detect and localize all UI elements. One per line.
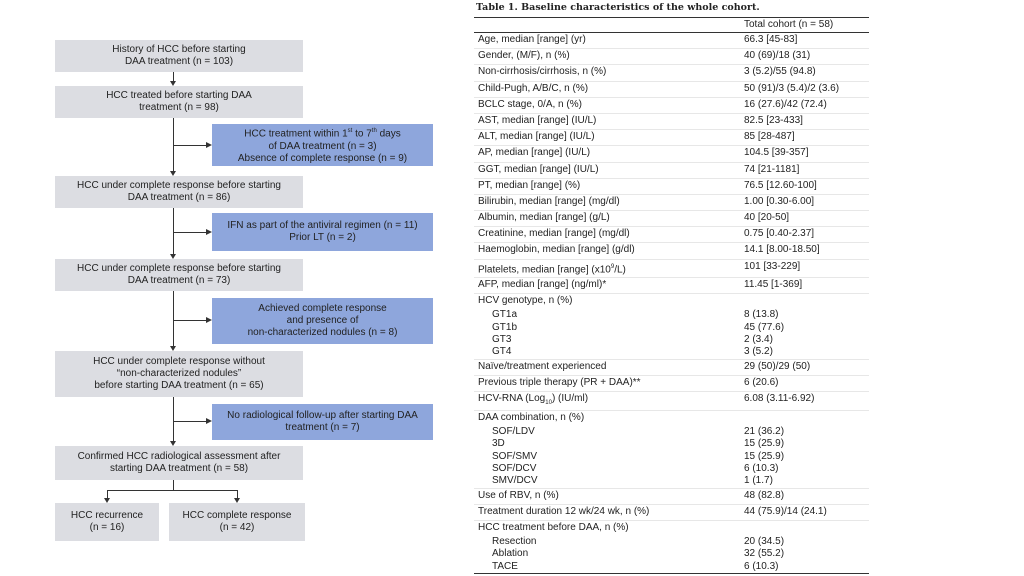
- table-row: HCV-RNA (Log10) (IU/ml) 6.08 (3.11-6.92): [474, 390, 869, 411]
- table-subrow: SOF/SMV 15 (25.9): [492, 450, 785, 462]
- arrowhead-2: [170, 171, 176, 176]
- flow-exclusion-box-1: HCC treatment within 1st to 7th days of …: [212, 124, 433, 166]
- connector-6: [173, 480, 174, 490]
- table-subrow: 3D 15 (25.9): [492, 438, 785, 450]
- table-subrow: GT1b 45 (77.6): [492, 321, 785, 333]
- table-row: Non-cirrhosis/cirrhosis, n (%) 3 (5.2)/55…: [474, 64, 869, 82]
- table-row: Gender, (M/F), n (%) 40 (69)/18 (31): [474, 48, 869, 65]
- table-row: ALT, median [range] (IU/L) 85 [28-487]: [474, 129, 869, 146]
- connector-6-split: [107, 490, 238, 491]
- connector-1: [173, 72, 174, 81]
- table-group-row-genotype: HCV genotype, n (%): [474, 293, 869, 310]
- table-subrow: SOF/LDV 21 (36.2): [492, 426, 785, 438]
- arrowhead-5-branch: [206, 418, 212, 424]
- table-body: Age, median [range] (yr) 66.3 [45-83] Gen…: [474, 31, 869, 575]
- arrowhead-3-branch: [206, 229, 212, 235]
- table-row: Albumin, median [range] (g/L) 40 [20-50]: [474, 210, 869, 227]
- table-caption: Table 1. Baseline characteristics of the…: [476, 2, 760, 13]
- characteristics-table: Total cohort (n = 58) Age, median [range…: [474, 17, 869, 575]
- connector-4: [173, 291, 174, 346]
- flow-box-complete-response-86: HCC under complete response before start…: [55, 176, 303, 208]
- table-row: Child-Pugh, A/B/C, n (%) 50 (91)/3 (5.4)/…: [474, 80, 869, 98]
- arrowhead-2-branch: [206, 142, 212, 148]
- flow-box-confirmed-assessment: Confirmed HCC radiological assessment af…: [55, 446, 303, 480]
- table-row: Haemoglobin, median [range] (g/dl) 14.1 […: [474, 242, 869, 260]
- flow-exclusion-box-2: IFN as part of the antiviral regimen (n …: [212, 213, 433, 251]
- table-row: GGT, median [range] (IU/L) 74 [21-1181]: [474, 161, 869, 179]
- connector-6-right: [237, 490, 238, 498]
- flow-box-complete-response-73: HCC under complete response before start…: [55, 259, 303, 291]
- table-subrow: GT1a 8 (13.8): [492, 309, 779, 321]
- flow-box-hcc-complete-response: HCC complete response (n = 42): [169, 503, 305, 541]
- table-row: AST, median [range] (IU/L) 82.5 [23-433]: [474, 112, 869, 130]
- table-row: PT, median [range] (%) 76.5 [12.60-100]: [474, 177, 869, 195]
- baseline-table: Table 1. Baseline characteristics of the…: [474, 0, 874, 575]
- arrowhead-6-right: [234, 498, 240, 503]
- table-subrow: Resection 20 (34.5): [492, 536, 785, 548]
- flow-box-history: History of HCC before starting DAA treat…: [55, 40, 303, 72]
- arrowhead-6-left: [104, 498, 110, 503]
- table-row: Naïve/treatment experienced 29 (50)/29 (5…: [474, 358, 869, 376]
- table-subrow: GT3 2 (3.4): [492, 333, 773, 345]
- flow-box-without-nodules: HCC under complete response without “non…: [55, 351, 303, 397]
- flow-exclusion-box-4: No radiological follow-up after starting…: [212, 404, 433, 440]
- connector-3-branch: [173, 232, 206, 233]
- table-subrow: SMV/DCV 1 (1.7): [492, 475, 773, 487]
- connector-5-branch: [173, 421, 206, 422]
- table-subrow: SOF/DCV 6 (10.3): [492, 462, 779, 474]
- table-subrow: Ablation 32 (55.2): [492, 548, 785, 560]
- table-row: AP, median [range] (IU/L) 104.5 [39-357]: [474, 145, 869, 162]
- connector-3: [173, 208, 174, 254]
- arrowhead-5: [170, 441, 176, 446]
- table-group-row-daa: DAA combination, n (%): [474, 409, 869, 427]
- flow-box-hcc-treated: HCC treated before starting DAA treatmen…: [55, 86, 303, 118]
- arrowhead-4: [170, 346, 176, 351]
- table-row: Treatment duration 12 wk/24 wk, n (%) 44 …: [474, 503, 869, 521]
- table-row: AFP, median [range] (ng/ml)* 11.45 [1-369…: [474, 276, 869, 294]
- table-header-row: Total cohort (n = 58): [474, 17, 869, 33]
- flow-box-hcc-recurrence: HCC recurrence (n = 16): [55, 503, 159, 541]
- connector-2-branch: [173, 145, 206, 146]
- table-group-row-hcc-treatment: HCC treatment before DAA, n (%): [474, 519, 869, 537]
- table-row: Previous triple therapy (PR + DAA)** 6 (2…: [474, 374, 869, 392]
- table-row: Platelets, median [range] (x109/L) 101 [3…: [474, 258, 869, 278]
- connector-4-branch: [173, 320, 206, 321]
- connector-2: [173, 118, 174, 171]
- arrowhead-1: [170, 81, 176, 86]
- table-row: Bilirubin, median [range] (mg/dl) 1.00 [0…: [474, 193, 869, 211]
- arrowhead-3: [170, 254, 176, 259]
- column-header-total-cohort: Total cohort (n = 58): [740, 17, 869, 33]
- table-subrow: GT4 3 (5.2): [492, 346, 773, 358]
- connector-5: [173, 397, 174, 441]
- flowchart: History of HCC before starting DAA treat…: [0, 0, 460, 576]
- table-row: BCLC stage, 0/A, n (%) 16 (27.6)/42 (72.4…: [474, 96, 869, 114]
- flow-exclusion-box-3: Achieved complete response and presence …: [212, 298, 433, 344]
- connector-6-left: [107, 490, 108, 498]
- table-row: Use of RBV, n (%) 48 (82.8): [474, 487, 869, 505]
- table-subrow: TACE 6 (10.3): [474, 560, 869, 575]
- table-row: Creatinine, median [range] (mg/dl) 0.75 […: [474, 226, 869, 243]
- table-row: Age, median [range] (yr) 66.3 [45-83]: [474, 31, 869, 49]
- arrowhead-4-branch: [206, 317, 212, 323]
